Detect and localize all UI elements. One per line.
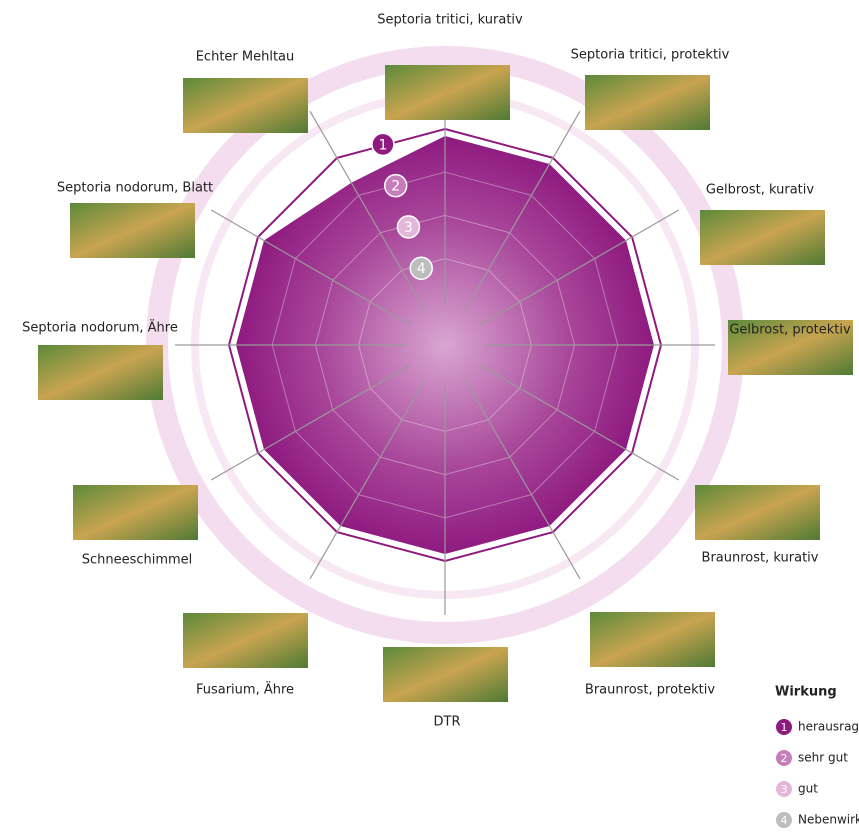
disease-photo xyxy=(183,613,308,668)
disease-photo xyxy=(590,612,715,667)
ring-label: 1 xyxy=(378,137,387,153)
disease-photo xyxy=(38,345,163,400)
axis-spoke xyxy=(309,110,426,311)
category-label: Septoria nodorum, Blatt xyxy=(57,181,213,196)
legend-badge xyxy=(776,719,792,735)
disease-photo xyxy=(183,78,308,133)
category-label: Septoria nodorum, Ähre xyxy=(22,320,178,336)
legend-number: 3 xyxy=(781,783,788,796)
axis-spoke xyxy=(479,209,680,326)
legend-label: herausragend xyxy=(798,720,859,734)
axis-spoke xyxy=(464,110,581,311)
ring-label: 2 xyxy=(391,179,400,195)
category-label: Braunrost, kurativ xyxy=(702,551,819,566)
ring-badge xyxy=(396,215,421,239)
legend-badge xyxy=(776,812,792,828)
axis-spoke xyxy=(210,209,411,326)
ring-badge xyxy=(383,173,408,198)
legend-number: 4 xyxy=(781,814,788,827)
legend-number: 1 xyxy=(781,721,788,734)
category-label: Gelbrost, kurativ xyxy=(706,183,814,198)
disease-photo xyxy=(73,485,198,540)
ring-badge xyxy=(371,132,395,157)
axis-spoke xyxy=(464,379,581,580)
legend-label: sehr gut xyxy=(798,751,848,765)
ring-label: 4 xyxy=(417,261,426,277)
category-label: Braunrost, protektiv xyxy=(585,683,715,698)
legend-label: Nebenwirkung xyxy=(798,813,859,827)
disease-photo xyxy=(70,203,195,258)
disease-photo xyxy=(700,210,825,265)
disease-photo xyxy=(385,65,510,120)
ring-badge xyxy=(409,256,433,280)
axis-spoke xyxy=(210,364,411,481)
legend-badge xyxy=(776,781,792,797)
data-area xyxy=(236,136,654,554)
axis-spoke xyxy=(479,364,680,481)
category-label: Echter Mehltau xyxy=(196,50,295,65)
category-label: DTR xyxy=(434,715,461,730)
category-label: Schneeschimmel xyxy=(82,553,193,568)
category-label: Septoria tritici, protektiv xyxy=(571,48,730,63)
category-label: Gelbrost, protektiv xyxy=(729,323,851,338)
legend-badge xyxy=(776,750,792,766)
legend-title: Wirkung xyxy=(775,685,837,700)
disease-photo xyxy=(728,320,853,375)
legend-label: gut xyxy=(798,782,818,796)
category-label: Septoria tritici, kurativ xyxy=(377,13,523,28)
disease-photo xyxy=(383,647,508,702)
disease-photo xyxy=(695,485,820,540)
axis-spoke xyxy=(309,379,426,580)
category-label: Fusarium, Ähre xyxy=(196,682,294,698)
ring-label: 3 xyxy=(404,220,413,236)
legend-number: 2 xyxy=(781,752,788,765)
disease-photo xyxy=(585,75,710,130)
